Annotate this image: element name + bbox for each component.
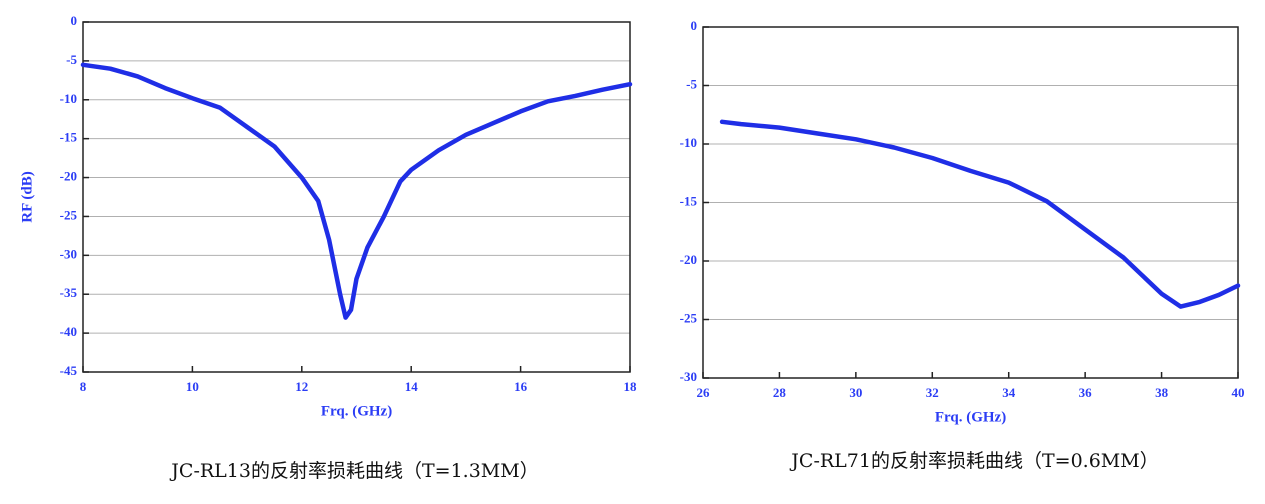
y-tick-label: 0 [691,18,698,33]
x-tick-label: 10 [186,379,199,394]
y-tick-label: -5 [686,76,697,91]
data-line [719,119,1241,309]
x-tick-label: 8 [80,379,87,394]
x-axis-label: Frq. (GHz) [321,403,392,419]
x-tick-label: 38 [1155,385,1169,400]
caption: JC-RL13的反射率损耗曲线（T=1.3MM） [169,460,538,482]
x-tick-label: 40 [1232,385,1245,400]
x-tick-label: 28 [773,385,787,400]
y-tick-label: -5 [66,52,77,67]
y-tick-label: -40 [60,324,77,339]
x-tick-label: 16 [514,379,528,394]
y-tick-label: -20 [60,169,77,184]
y-tick-label: -10 [680,135,697,150]
y-tick-label: -30 [60,246,77,261]
y-tick-label: -15 [680,193,698,208]
x-tick-label: 18 [624,379,638,394]
x-tick-label: 32 [926,385,939,400]
x-tick-label: 36 [1079,385,1093,400]
x-tick-label: 30 [849,385,862,400]
x-axis-label: Frq. (GHz) [935,409,1006,425]
y-tick-label: -45 [60,363,78,378]
y-tick-label: -25 [680,310,698,325]
y-axis-label: RF (dB) [19,171,35,223]
y-tick-label: -25 [60,207,78,222]
y-tick-label: 0 [71,13,78,28]
data-line [80,62,633,320]
y-tick-label: -35 [60,285,78,300]
y-tick-label: -20 [680,252,697,267]
y-tick-label: -15 [60,130,78,145]
caption: JC-RL71的反射率损耗曲线（T=0.6MM） [789,450,1158,472]
y-tick-label: -30 [680,369,697,384]
x-tick-label: 12 [295,379,308,394]
x-tick-label: 26 [697,385,711,400]
plot-frame [82,21,631,373]
plot-frame [702,26,1239,379]
x-tick-label: 34 [1002,385,1016,400]
x-tick-label: 14 [405,379,419,394]
y-tick-label: -10 [60,91,77,106]
